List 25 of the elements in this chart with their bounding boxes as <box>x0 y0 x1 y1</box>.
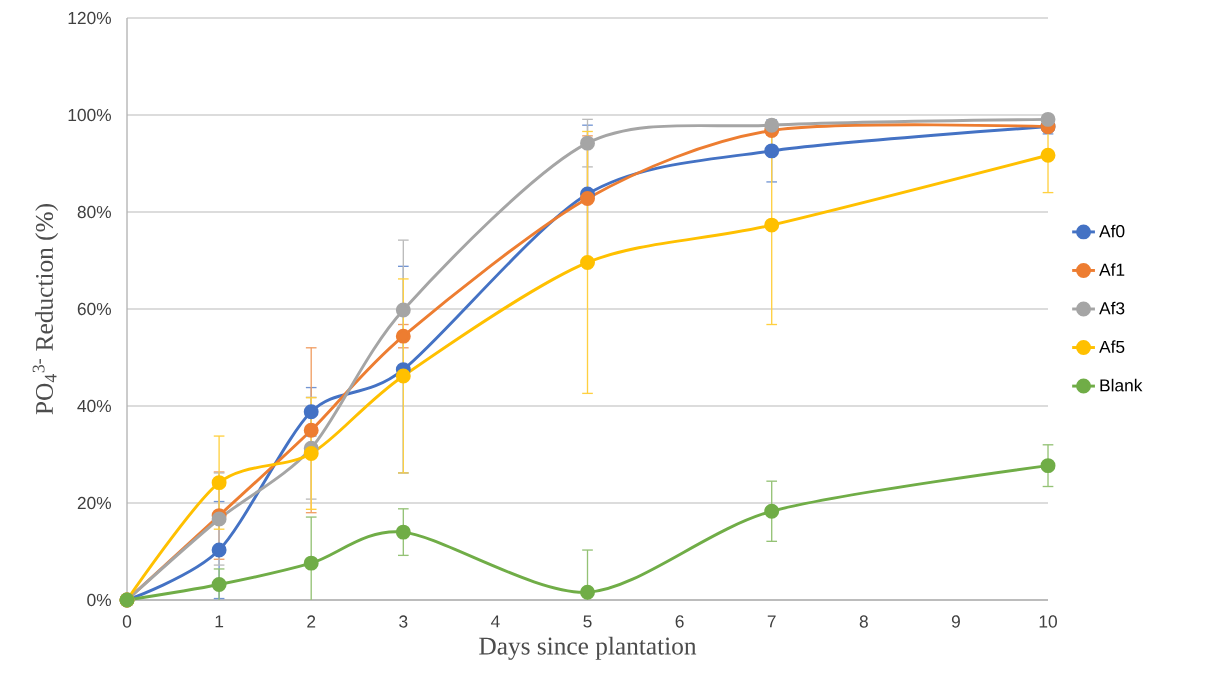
y-tick-label: 60% <box>77 302 112 316</box>
x-tick-label: 4 <box>490 615 500 628</box>
legend-label: Af3 <box>1099 301 1125 315</box>
y-tick-label: 80% <box>77 205 112 219</box>
x-tick-label: 6 <box>675 615 684 628</box>
x-tick-label: 8 <box>859 615 868 628</box>
x-tick-label: 1 <box>215 615 224 628</box>
y-tick-label: 100% <box>68 108 112 122</box>
legend-label: Af0 <box>1099 224 1125 238</box>
x-tick-label: 2 <box>307 615 316 628</box>
x-axis-title: Days since plantation <box>479 636 697 660</box>
legend-label: Blank <box>1100 378 1143 392</box>
y-tick-label: 40% <box>77 399 112 413</box>
legend-label: Af1 <box>1099 263 1125 276</box>
y-tick-label: 120% <box>68 11 112 25</box>
x-tick-label: 9 <box>951 615 960 628</box>
x-tick-label: 7 <box>767 615 776 628</box>
y-tick-label: 20% <box>77 496 112 510</box>
x-tick-label: 10 <box>1039 615 1057 628</box>
y-tick-label: 0% <box>87 593 112 607</box>
x-tick-label: 0 <box>122 615 132 628</box>
y-axis-title: PO$_{4}$$^{3-}$ Reduction (%) <box>32 204 59 415</box>
x-tick-label: 5 <box>583 615 592 628</box>
legend-label: Af5 <box>1099 340 1125 353</box>
x-tick-label: 3 <box>399 615 408 628</box>
